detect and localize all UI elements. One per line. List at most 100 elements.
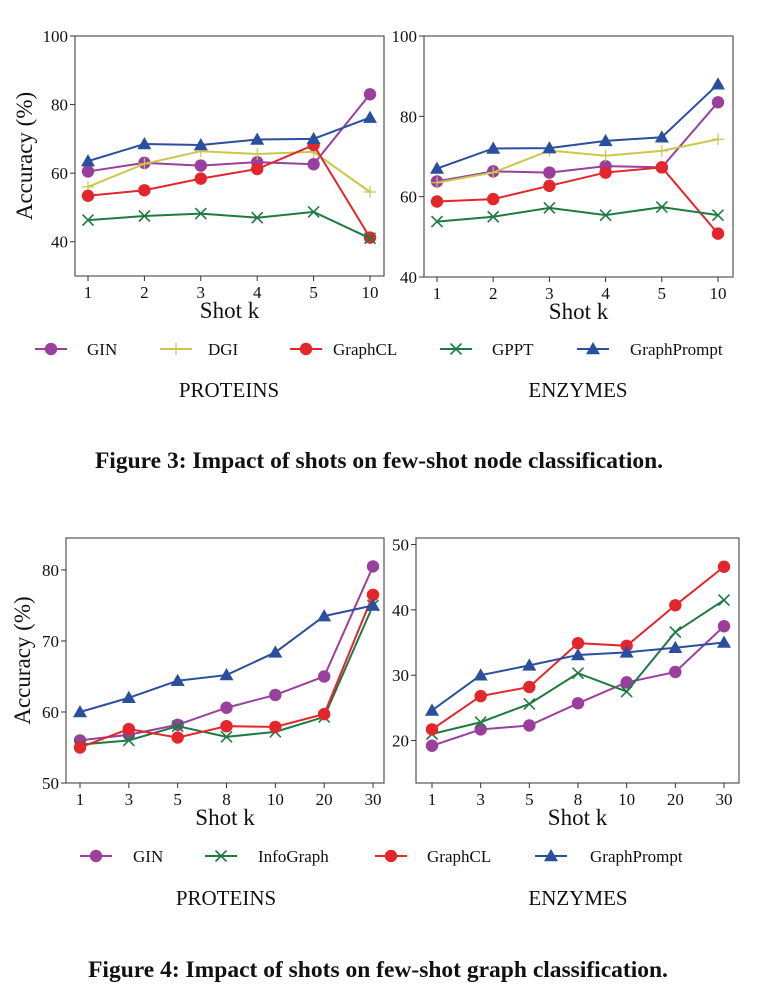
x-tick-label: 3 — [476, 790, 485, 809]
data-point-gin — [711, 96, 725, 109]
data-point-graphprompt — [317, 609, 332, 622]
x-tick-label: 4 — [601, 284, 610, 303]
data-point-gppt — [487, 210, 500, 223]
series-dgi — [82, 145, 376, 198]
figure4-caption: Figure 4: Impact of shots on few-shot gr… — [88, 957, 668, 983]
x-tick-label: 5 — [658, 284, 667, 303]
x-tick-label: 5 — [173, 790, 182, 809]
data-point-gin — [194, 159, 207, 172]
series-gppt — [430, 201, 725, 228]
y-tick-label: 80 — [400, 107, 417, 126]
data-point-gin — [717, 620, 731, 633]
data-point-infograph — [474, 716, 487, 729]
data-point-graphcl — [73, 741, 87, 754]
data-point-graphprompt — [81, 154, 95, 167]
plot-frame — [423, 35, 734, 278]
data-point-graphprompt — [250, 132, 265, 145]
data-point-graphprompt — [654, 130, 669, 143]
x-tick-label: 10 — [618, 790, 635, 809]
y-tick-label: 40 — [400, 268, 417, 287]
data-point-gin — [425, 739, 439, 752]
y-tick-label: 80 — [51, 96, 68, 115]
x-axis-label: Shot k — [195, 805, 255, 830]
legend-marker-graphcl — [384, 849, 398, 863]
series-line-dgi — [87, 150, 371, 193]
series-line-graphcl — [436, 166, 719, 235]
x-axis-label: Shot k — [548, 805, 608, 830]
legend-item-graphcl: GraphCL — [375, 847, 491, 866]
chart-2: 1 2 3 4 5 10 40 60 80 100 Shot k — [392, 27, 734, 324]
data-point-graphcl — [430, 195, 444, 208]
data-point-graphprompt — [73, 704, 87, 718]
data-point-gppt — [307, 205, 320, 218]
data-point-infograph — [220, 730, 233, 743]
series-line-gin — [87, 93, 371, 173]
legend-label: GPPT — [492, 340, 534, 359]
data-point-graphcl — [599, 166, 612, 179]
x-tick-label: 2 — [489, 284, 498, 303]
data-point-graphcl — [122, 722, 136, 736]
data-point-graphcl — [543, 179, 556, 193]
series-line-graphprompt — [79, 604, 374, 713]
y-tick-label: 30 — [392, 666, 409, 685]
data-point-graphprompt — [193, 138, 208, 151]
data-point-graphprompt — [473, 668, 488, 681]
data-point-infograph — [571, 667, 585, 680]
y-tick-label: 60 — [51, 164, 68, 183]
data-point-dgi — [138, 157, 151, 170]
data-point-infograph — [669, 626, 682, 639]
data-point-graphprompt — [522, 658, 537, 671]
series-graphprompt — [81, 110, 377, 167]
legend-item-gppt: GPPT — [440, 340, 534, 359]
data-point-infograph — [717, 594, 731, 607]
data-point-dgi — [487, 166, 500, 179]
x-tick-label: 8 — [222, 790, 231, 809]
x-axis-label: Shot k — [200, 298, 260, 323]
legend-marker-infograph — [214, 849, 228, 863]
x-tick-label: 1 — [84, 283, 93, 302]
legend-label: GIN — [133, 847, 163, 866]
y-tick-label: 100 — [392, 27, 418, 46]
series-infograph — [425, 594, 731, 741]
y-tick-label: 50 — [392, 536, 409, 555]
series-dgi — [431, 133, 724, 189]
series-gin — [73, 560, 380, 747]
data-point-infograph — [620, 685, 633, 698]
legend-item-gin: GIN — [80, 847, 163, 866]
data-point-graphcl — [474, 689, 487, 703]
x-tick-label: 2 — [140, 283, 149, 302]
data-point-graphcl — [269, 720, 282, 734]
series-graphcl — [430, 161, 725, 240]
data-point-graphcl — [425, 723, 439, 736]
legend-label: GraphCL — [427, 847, 491, 866]
fig3-subtitle-enzymes: ENZYMES — [528, 378, 627, 402]
legend-item-graphcl: GraphCL — [290, 340, 397, 359]
legend-label: GraphPrompt — [590, 847, 683, 866]
data-point-gin — [317, 670, 331, 683]
data-point-dgi — [364, 186, 376, 198]
legend-marker-gppt — [449, 342, 463, 356]
chart-4: 1 3 5 8 10 20 30 20 30 40 50 Shot k — [392, 536, 740, 830]
data-point-graphprompt — [486, 141, 501, 154]
legend-item-gin: GIN — [35, 340, 117, 359]
chart-1: 1 2 3 4 5 10 40 60 80 100 Shot k Accuracy (%) — [12, 27, 385, 323]
legend-marker-dgi — [170, 343, 182, 355]
data-point-graphcl — [669, 599, 682, 612]
plot-frame — [74, 35, 385, 277]
data-point-graphcl — [487, 192, 500, 206]
legend-marker-graphprompt — [544, 849, 558, 862]
data-point-graphprompt — [306, 131, 321, 145]
data-point-gppt — [194, 207, 207, 220]
data-point-dgi — [655, 144, 668, 157]
data-point-graphcl — [81, 189, 95, 202]
series-line-graphcl — [87, 143, 371, 239]
legend-label: GIN — [87, 340, 117, 359]
series-graphprompt — [430, 77, 725, 174]
data-point-gin — [81, 165, 95, 178]
plot-frame — [65, 537, 385, 784]
fig4-subtitle-enzymes: ENZYMES — [528, 886, 627, 910]
data-point-graphcl — [138, 184, 151, 197]
series-graphcl — [425, 560, 731, 736]
legend-item-infograph: InfoGraph — [205, 847, 329, 866]
